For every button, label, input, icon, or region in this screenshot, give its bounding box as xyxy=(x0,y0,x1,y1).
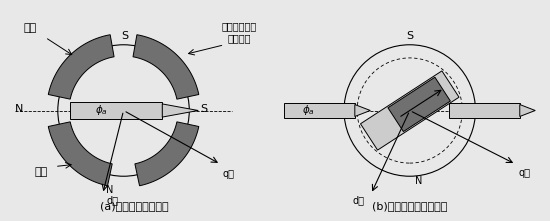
Text: 吸引: 吸引 xyxy=(24,23,37,33)
Text: $\phi_a$: $\phi_a$ xyxy=(95,103,108,117)
Polygon shape xyxy=(284,103,355,118)
Text: 反発: 反発 xyxy=(35,167,48,177)
Polygon shape xyxy=(135,122,199,186)
Text: S: S xyxy=(406,31,413,41)
Text: N: N xyxy=(15,104,24,114)
Polygon shape xyxy=(162,104,198,117)
Text: N: N xyxy=(415,176,422,186)
Text: q軸: q軸 xyxy=(223,169,235,179)
Text: N: N xyxy=(106,185,114,195)
Text: q軸: q軸 xyxy=(518,168,530,178)
Polygon shape xyxy=(449,103,520,118)
Polygon shape xyxy=(520,105,535,116)
Polygon shape xyxy=(355,105,370,116)
Polygon shape xyxy=(388,77,450,131)
Polygon shape xyxy=(360,71,459,150)
Text: S: S xyxy=(201,104,207,114)
Polygon shape xyxy=(48,122,112,186)
Text: d軸: d軸 xyxy=(106,196,118,206)
Text: (a)マグネットトルク: (a)マグネットトルク xyxy=(101,201,169,211)
Text: $\phi_a$: $\phi_a$ xyxy=(302,103,315,117)
Text: 固定子磁界の
回転方向: 固定子磁界の 回転方向 xyxy=(222,21,257,43)
Polygon shape xyxy=(133,35,199,99)
Text: (b)リラクタンストルク: (b)リラクタンストルク xyxy=(372,201,448,211)
Polygon shape xyxy=(48,35,114,99)
Polygon shape xyxy=(70,102,162,119)
Text: d軸: d軸 xyxy=(353,196,365,206)
Text: S: S xyxy=(122,31,129,41)
